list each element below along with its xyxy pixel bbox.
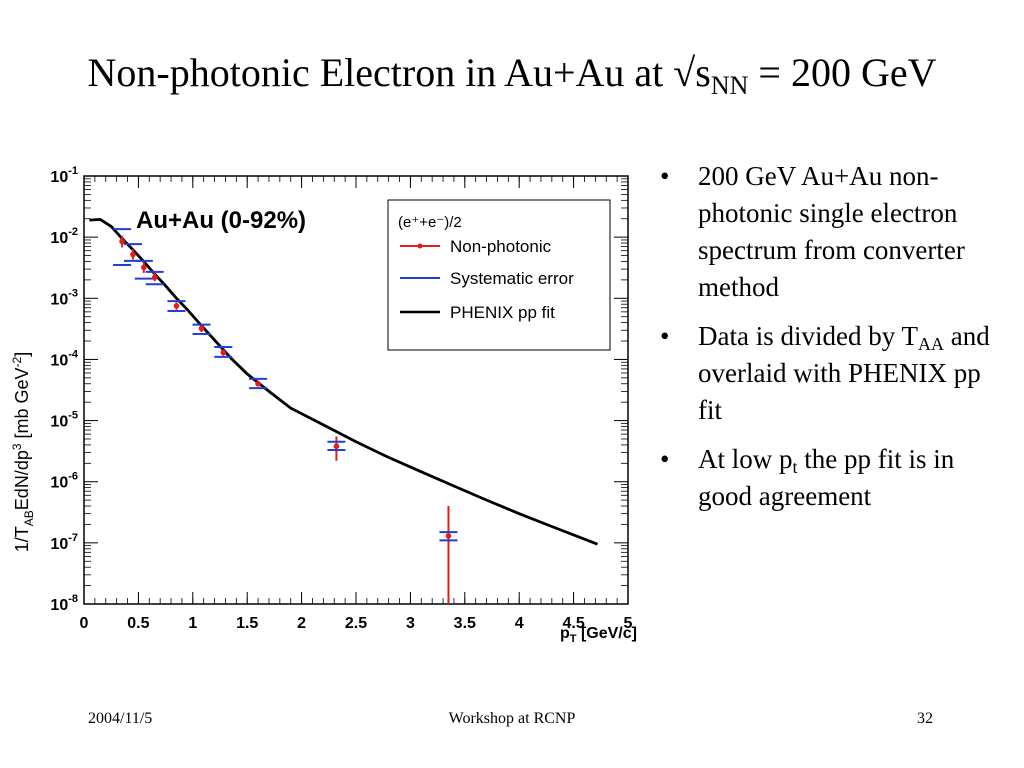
data-point <box>130 251 136 258</box>
x-tick-label: 4.5 <box>562 615 584 632</box>
legend-label-pp-fit: PHENIX pp fit <box>450 303 555 322</box>
x-tick-label: 1 <box>188 615 197 632</box>
bullet-text-pre: Data is divided by T <box>698 321 918 351</box>
legend-label-systematic-error: Systematic error <box>450 269 574 288</box>
x-tick-label: 3.5 <box>454 615 476 632</box>
x-tick-label: 3 <box>406 615 415 632</box>
y-tick-label: 10-6 <box>50 471 78 492</box>
footer-event: Workshop at RCNP <box>448 710 576 727</box>
bullet-text: 200 GeV Au+Au non-photonic single electr… <box>698 161 965 302</box>
y-tick-label: 10-2 <box>50 226 78 247</box>
chart-title: Au+Au (0-92%) <box>136 207 306 234</box>
pp-fit-curve-layer <box>89 217 599 546</box>
legend-header: (e⁺+e⁻)/2 <box>398 214 462 231</box>
y-tick-label: 10-8 <box>50 593 78 614</box>
bullet-subscript: t <box>792 457 798 477</box>
data-point <box>198 325 205 332</box>
chart-legend: (e⁺+e⁻)/2 Non-photonic Systematic error … <box>387 199 611 351</box>
axis-ticks: 0 0.5 1 1.5 2 2.5 3 3.5 4 4.5 5 10-8 10-7 10-6 10-5 10-… <box>50 165 632 632</box>
bullet-text-pre: At low p <box>698 444 793 474</box>
spectrum-chart: 0 0.5 1 1.5 2 2.5 3 3.5 4 4.5 5 10-8 10-7 10-6 10-5 10-… <box>10 165 637 645</box>
x-tick-label: 2.5 <box>345 615 367 632</box>
x-tick-label: 5 <box>624 615 633 632</box>
bullet-list: 200 GeV Au+Au non-photonic single electr… <box>660 158 1010 527</box>
slide-title: Non-photonic Electron in Au+Au at √sNN =… <box>0 48 1024 100</box>
x-tick-label: 0 <box>80 615 89 632</box>
data-point <box>173 303 180 309</box>
bullet-item: At low pt the pp fit is in good agreemen… <box>660 441 1010 515</box>
y-tick-label: 10-3 <box>50 287 78 308</box>
y-tick-label: 10-7 <box>50 532 78 553</box>
bullet-item: 200 GeV Au+Au non-photonic single electr… <box>660 158 1010 306</box>
data-point <box>119 238 125 245</box>
data-point <box>151 274 158 281</box>
slide-title-main: Non-photonic Electron in Au+Au at √s <box>87 50 711 95</box>
data-point <box>141 264 147 271</box>
data-point <box>220 349 227 356</box>
legend-marker-non-photonic <box>417 243 423 249</box>
y-tick-label: 10-1 <box>50 165 78 186</box>
x-tick-label: 1.5 <box>236 615 258 632</box>
bullet-text-post: and overlaid with PHENIX pp fit <box>698 321 990 425</box>
data-points-layer <box>113 228 458 604</box>
x-tick-label: 2 <box>297 615 306 632</box>
data-point <box>255 380 261 387</box>
y-axis-label: 1/TABEdN/dp3 [mb GeV-2] <box>10 352 36 552</box>
bullet-subscript: AA <box>917 334 944 354</box>
footer-page-number: 32 <box>917 710 933 727</box>
x-tick-label: 4 <box>515 615 524 632</box>
legend-box <box>387 199 611 351</box>
pp-fit-curve <box>89 217 599 546</box>
slide-title-subscript: NN <box>710 71 749 100</box>
slide-title-tail: = 200 GeV <box>748 50 937 95</box>
bullet-item: Data is divided by TAA and overlaid with… <box>660 318 1010 429</box>
legend-label-non-photonic: Non-photonic <box>450 237 552 256</box>
bullet-text-post: the pp fit is in good agreement <box>698 444 955 511</box>
y-tick-label: 10-4 <box>50 348 78 369</box>
x-axis-label: pT [GeV/c] <box>560 625 637 645</box>
x-tick-label: 0.5 <box>127 615 149 632</box>
y-tick-label: 10-5 <box>50 410 78 431</box>
footer-date: 2004/11/5 <box>88 710 153 727</box>
data-point <box>333 443 340 450</box>
data-point <box>445 533 452 539</box>
